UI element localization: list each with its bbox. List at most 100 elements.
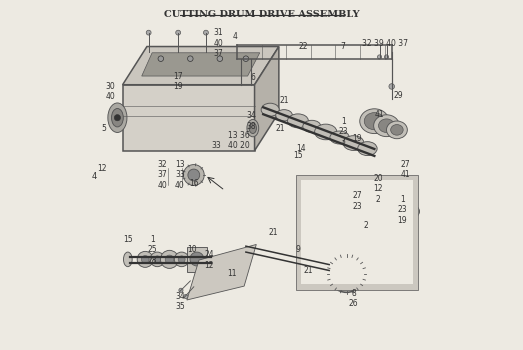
Circle shape <box>217 56 223 62</box>
Ellipse shape <box>360 109 389 134</box>
Polygon shape <box>122 85 255 151</box>
Circle shape <box>328 256 365 292</box>
Ellipse shape <box>288 114 309 128</box>
Text: 27
41: 27 41 <box>401 160 411 180</box>
Text: 22: 22 <box>299 42 308 51</box>
Ellipse shape <box>365 113 384 130</box>
Text: 20
12
2: 20 12 2 <box>373 174 383 204</box>
Polygon shape <box>296 175 418 289</box>
Text: 13 36
40 20: 13 36 40 20 <box>228 131 250 150</box>
Text: 33: 33 <box>211 141 221 150</box>
Ellipse shape <box>343 136 364 150</box>
Text: 1
25
28: 1 25 28 <box>147 235 157 265</box>
Ellipse shape <box>111 108 123 127</box>
Text: 30
40: 30 40 <box>106 82 116 102</box>
Text: 24
12: 24 12 <box>204 250 214 270</box>
Text: 41: 41 <box>375 110 384 119</box>
Text: 32 39 40 37: 32 39 40 37 <box>362 38 408 48</box>
Ellipse shape <box>394 203 407 213</box>
Text: 19: 19 <box>352 134 362 143</box>
Ellipse shape <box>123 252 132 267</box>
Ellipse shape <box>108 103 127 132</box>
Text: 17
19: 17 19 <box>173 71 183 91</box>
Text: 16: 16 <box>189 179 199 188</box>
Circle shape <box>154 256 161 263</box>
Circle shape <box>322 261 335 274</box>
Ellipse shape <box>315 124 337 140</box>
Text: 9: 9 <box>295 245 300 254</box>
Text: 34
35: 34 35 <box>175 292 185 312</box>
Circle shape <box>243 56 248 62</box>
Polygon shape <box>255 47 279 151</box>
Circle shape <box>141 256 149 263</box>
Circle shape <box>384 55 389 59</box>
Text: 21: 21 <box>269 228 278 237</box>
Text: 29: 29 <box>394 91 403 100</box>
Circle shape <box>179 288 183 292</box>
Text: 4: 4 <box>233 32 238 41</box>
Text: 14: 14 <box>297 145 306 153</box>
Ellipse shape <box>402 204 419 218</box>
Ellipse shape <box>391 125 403 135</box>
Text: 13
33
40: 13 33 40 <box>175 160 185 190</box>
Ellipse shape <box>406 207 416 216</box>
Text: 34
38: 34 38 <box>246 112 256 131</box>
Text: 6: 6 <box>251 73 255 82</box>
Ellipse shape <box>330 131 349 144</box>
Ellipse shape <box>379 119 394 133</box>
Text: 2: 2 <box>363 221 368 230</box>
Circle shape <box>146 30 151 35</box>
Circle shape <box>158 56 164 62</box>
Ellipse shape <box>247 119 259 137</box>
Text: 10: 10 <box>187 245 197 254</box>
Text: 4: 4 <box>92 172 97 181</box>
Text: 8
26: 8 26 <box>349 288 358 308</box>
Text: 27
23: 27 23 <box>352 191 362 211</box>
Ellipse shape <box>386 121 407 139</box>
Text: 7: 7 <box>340 42 346 51</box>
Circle shape <box>174 252 189 267</box>
Circle shape <box>184 294 188 299</box>
Ellipse shape <box>358 193 370 203</box>
Text: 1
23
3: 1 23 3 <box>338 117 348 147</box>
Ellipse shape <box>390 199 411 216</box>
Polygon shape <box>142 53 260 76</box>
Text: 31
40
37: 31 40 37 <box>213 28 223 58</box>
Ellipse shape <box>367 194 385 208</box>
Text: 21: 21 <box>276 124 286 133</box>
Circle shape <box>176 30 180 35</box>
Circle shape <box>190 252 204 266</box>
Bar <box>187 246 207 272</box>
Ellipse shape <box>373 115 400 136</box>
Ellipse shape <box>276 110 292 121</box>
Text: 15: 15 <box>293 152 303 160</box>
Circle shape <box>115 114 120 121</box>
Ellipse shape <box>381 199 395 210</box>
Circle shape <box>137 251 153 267</box>
Circle shape <box>188 169 200 181</box>
Circle shape <box>161 250 178 268</box>
Polygon shape <box>301 180 413 284</box>
Ellipse shape <box>358 142 377 155</box>
Circle shape <box>150 252 165 267</box>
Circle shape <box>184 164 204 186</box>
Text: 12: 12 <box>97 163 107 173</box>
Ellipse shape <box>363 190 389 212</box>
Polygon shape <box>187 244 256 300</box>
Text: 1
23
19: 1 23 19 <box>397 195 407 225</box>
Circle shape <box>341 268 352 280</box>
Circle shape <box>203 30 208 35</box>
Text: 15: 15 <box>123 235 133 244</box>
Text: 5: 5 <box>101 124 106 133</box>
Circle shape <box>188 56 193 62</box>
Text: 32
37
40: 32 37 40 <box>157 160 167 190</box>
Circle shape <box>333 260 360 288</box>
Ellipse shape <box>303 120 321 132</box>
Text: 21: 21 <box>304 266 313 275</box>
Ellipse shape <box>354 189 374 206</box>
Circle shape <box>378 55 382 59</box>
Circle shape <box>178 256 185 263</box>
Ellipse shape <box>261 103 279 116</box>
Text: 21: 21 <box>279 96 289 105</box>
Text: CUTTING DRUM DRIVE ASSEMBLY: CUTTING DRUM DRIVE ASSEMBLY <box>164 10 359 19</box>
